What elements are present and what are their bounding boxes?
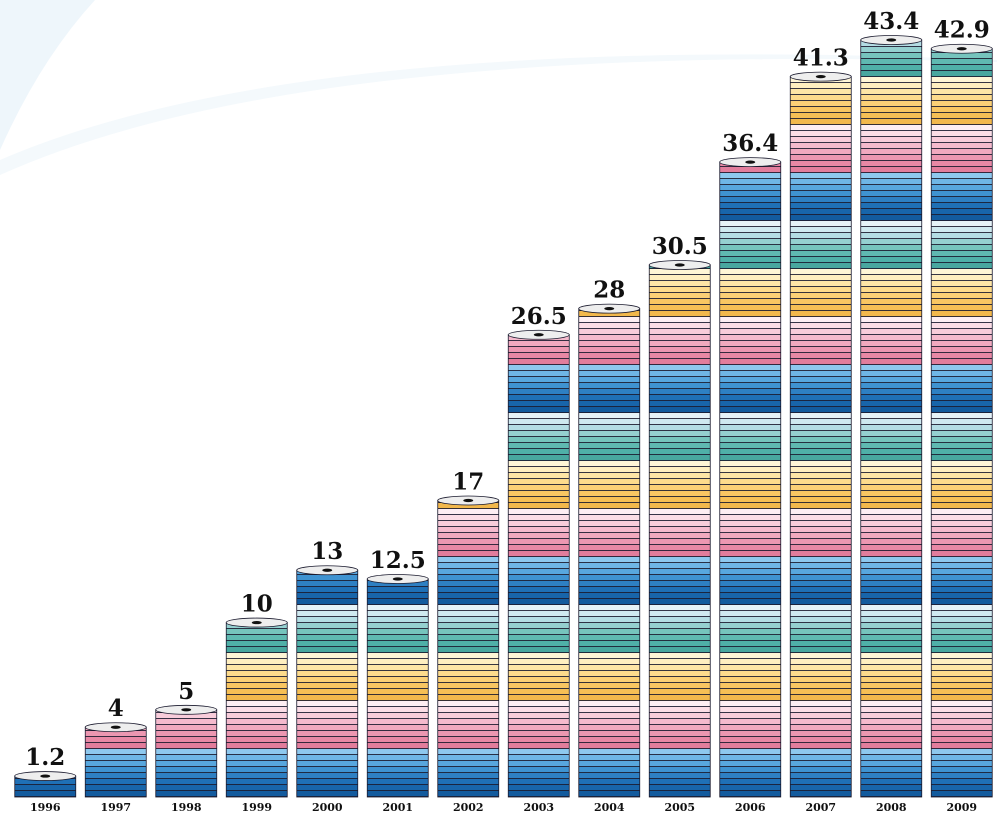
disc-hole — [956, 47, 967, 51]
bar — [789, 76, 852, 798]
bar — [225, 622, 288, 798]
x-tick-label: 2008 — [876, 801, 907, 814]
disc-hole — [674, 263, 685, 267]
value-label: 42.9 — [934, 17, 990, 44]
disc-hole — [110, 725, 121, 729]
disc-hole — [392, 577, 403, 581]
x-tick-label: 2002 — [453, 801, 484, 814]
disc-hole — [604, 307, 615, 311]
value-label: 26.5 — [511, 303, 567, 330]
disc-hole — [181, 708, 192, 712]
x-tick-label: 1999 — [241, 801, 272, 814]
x-tick-label: 2004 — [594, 801, 625, 814]
disc-hole — [533, 333, 544, 337]
bar — [648, 264, 711, 798]
value-label: 10 — [241, 591, 273, 618]
x-tick-label: 2001 — [382, 801, 413, 814]
value-label: 36.4 — [722, 130, 778, 157]
disc-hole — [886, 38, 897, 42]
x-tick-label: 2000 — [312, 801, 343, 814]
bar — [84, 726, 147, 798]
background-swoosh — [0, 0, 95, 150]
disc-hole — [322, 568, 333, 572]
disc-hole — [815, 75, 826, 79]
x-tick-label: 2005 — [664, 801, 695, 814]
x-tick-label: 2007 — [805, 801, 836, 814]
value-label: 41.3 — [793, 45, 849, 72]
bar — [860, 39, 923, 798]
bar — [296, 569, 359, 798]
value-label: 5 — [178, 678, 194, 705]
x-tick-label: 1998 — [171, 801, 202, 814]
value-label: 17 — [452, 468, 484, 495]
disc-hole — [745, 160, 756, 164]
x-tick-label: 1997 — [100, 801, 131, 814]
value-label: 30.5 — [652, 233, 708, 260]
x-tick-label: 2009 — [946, 801, 977, 814]
x-tick-label: 1996 — [30, 801, 61, 814]
bar — [155, 709, 218, 798]
bar — [366, 578, 429, 798]
value-label: 43.4 — [863, 8, 919, 35]
disc-hole — [40, 774, 51, 778]
bar — [437, 500, 500, 798]
value-label: 1.2 — [25, 744, 65, 771]
value-label: 28 — [593, 277, 625, 304]
value-label: 13 — [311, 538, 343, 565]
disc-hole — [463, 498, 474, 503]
bar — [578, 308, 641, 798]
bar — [507, 334, 570, 798]
bar — [930, 48, 993, 798]
value-label: 4 — [108, 695, 124, 722]
bar — [719, 161, 782, 798]
x-tick-label: 2003 — [523, 801, 554, 814]
value-label: 12.5 — [370, 547, 426, 574]
disc-hole — [251, 620, 262, 625]
x-tick-label: 2006 — [735, 801, 766, 814]
